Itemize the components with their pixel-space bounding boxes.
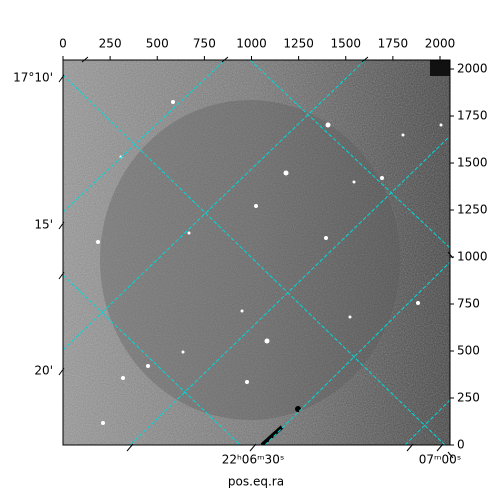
top-tick-label: 750 <box>193 37 216 51</box>
top-world-tick <box>81 56 89 63</box>
right-tick-label: 0 <box>457 438 465 452</box>
ra-tick-label: 07ᵐ00ˢ <box>419 453 462 467</box>
top-tick-label: 1250 <box>283 37 314 51</box>
dec-tick-label: 15' <box>34 218 53 232</box>
right-tick-label: 1750 <box>457 109 488 123</box>
coordinate-grid <box>63 60 450 445</box>
right-world-tick <box>447 251 454 259</box>
ra-tick <box>249 443 257 452</box>
top-tick-label: 2000 <box>425 37 456 51</box>
dec-tick <box>58 74 65 83</box>
dec-minor-tick <box>58 271 65 280</box>
right-tick-label: 750 <box>457 297 480 311</box>
ra-minor-tick <box>126 443 134 452</box>
dec-tick-label: 20' <box>34 364 53 378</box>
right-world-tick <box>447 451 454 459</box>
top-world-tick <box>221 56 229 63</box>
dec-tick <box>58 367 65 376</box>
right-tick-label: 1000 <box>457 250 488 264</box>
x-axis-label: pos.eq.ra <box>228 475 284 489</box>
right-tick-label: 250 <box>457 391 480 405</box>
sky-image <box>63 60 450 445</box>
top-tick-label: 1000 <box>236 37 267 51</box>
dec-tick-label: 17°10' <box>13 71 53 85</box>
top-tick-label: 250 <box>99 37 122 51</box>
right-tick-label: 1500 <box>457 156 488 170</box>
top-tick-label: 0 <box>59 37 67 51</box>
right-tick-label: 2000 <box>457 62 488 76</box>
axes-frame <box>62 59 451 446</box>
ra-minor-tick <box>406 443 414 452</box>
top-tick-label: 1500 <box>330 37 361 51</box>
top-tick-label: 500 <box>146 37 169 51</box>
ra-tick-label: 22ʰ06ᵐ30ˢ <box>222 453 285 467</box>
top-world-tick <box>361 56 369 63</box>
dec-tick <box>58 221 65 230</box>
right-tick-label: 1250 <box>457 203 488 217</box>
ra-tick <box>436 443 444 452</box>
right-tick-label: 500 <box>457 344 480 358</box>
top-tick-label: 1750 <box>378 37 409 51</box>
